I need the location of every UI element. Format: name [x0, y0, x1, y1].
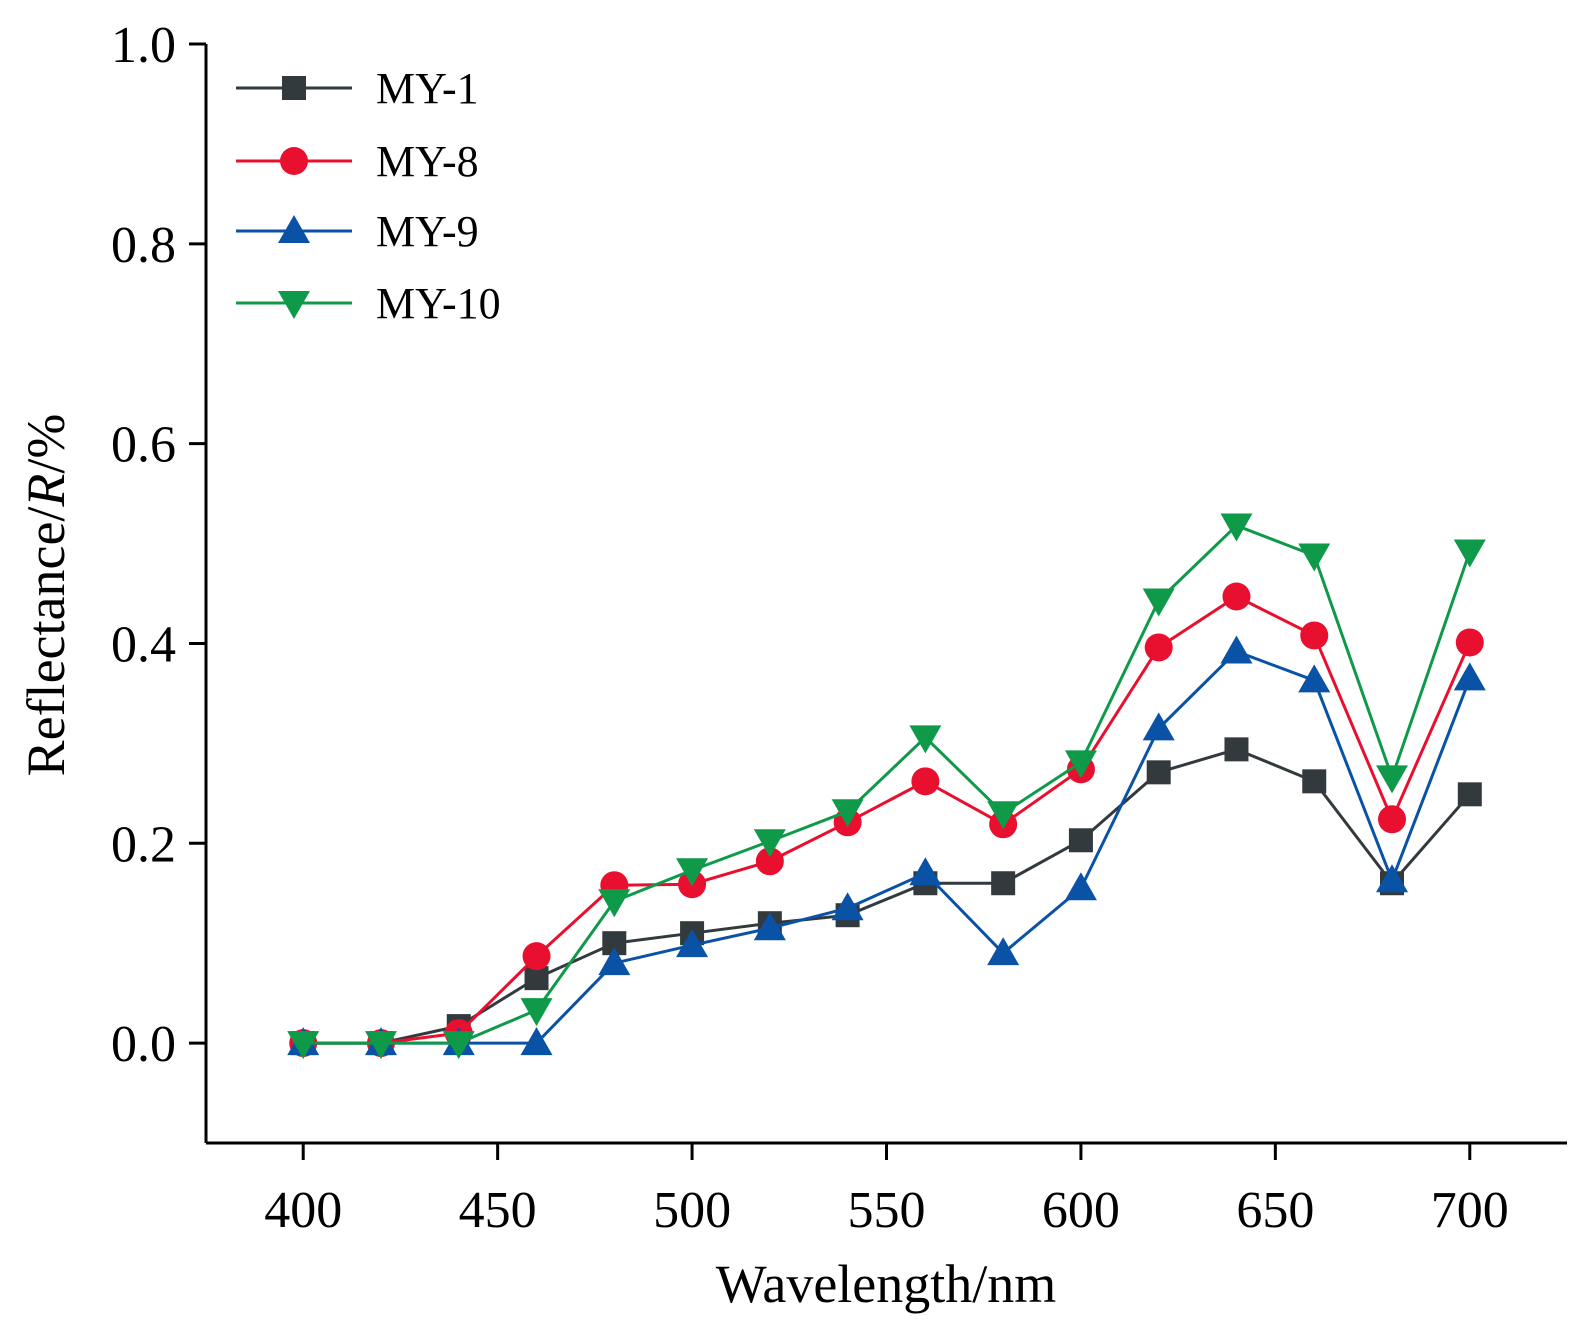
x-tick-label: 700	[1431, 1182, 1509, 1239]
data-point	[911, 767, 940, 796]
data-point	[909, 857, 942, 886]
legend-label: MY-9	[376, 207, 479, 256]
data-point	[1302, 769, 1327, 794]
y-ticks: 0.0 0.2 0.4 0.6 0.8 1.0	[111, 17, 206, 1073]
x-tick-label: 450	[459, 1182, 537, 1239]
x-tick-label: 500	[653, 1182, 731, 1239]
data-point	[987, 801, 1020, 830]
legend-item: MY-8	[236, 137, 479, 186]
y-axis-title: Reflectance/R/%	[16, 414, 76, 777]
legend-item: MY-9	[236, 207, 479, 256]
series-line	[303, 747, 1471, 1045]
data-point	[520, 1027, 553, 1056]
legend-label: MY-8	[376, 137, 479, 186]
data-point	[1144, 633, 1173, 662]
data-point	[1453, 539, 1486, 568]
data-point	[1222, 582, 1251, 611]
data-point	[1376, 864, 1409, 893]
legend-marker	[278, 215, 310, 243]
series-my-1	[291, 737, 1482, 1056]
legend: MY-1 MY-8 MY-9 MY-10	[236, 64, 501, 328]
y-axis-title-variable: R	[16, 474, 76, 508]
legend-marker	[278, 291, 310, 319]
data-point	[1142, 588, 1175, 617]
series-layer	[287, 513, 1486, 1060]
data-point	[987, 937, 1020, 966]
data-point	[1300, 621, 1329, 650]
data-point	[1378, 805, 1407, 834]
data-point	[1068, 828, 1093, 853]
data-point	[287, 1031, 320, 1060]
data-point	[364, 1031, 397, 1060]
series-line	[303, 594, 1472, 1045]
y-axis-title-prefix: Reflectance/	[16, 507, 76, 777]
data-point	[1224, 737, 1249, 762]
data-point	[1142, 712, 1175, 741]
x-tick-label: 400	[264, 1182, 342, 1239]
y-axis-title-suffix: /%	[16, 414, 76, 474]
series-line	[303, 524, 1472, 1045]
data-point	[753, 829, 786, 858]
data-point	[753, 912, 786, 941]
legend-label: MY-1	[376, 64, 479, 113]
x-tick-label: 550	[848, 1182, 926, 1239]
x-tick-label: 650	[1236, 1182, 1314, 1239]
y-tick-label: 0.8	[111, 217, 176, 274]
data-point	[1146, 760, 1171, 785]
data-point	[442, 1031, 475, 1060]
legend-item: MY-1	[236, 64, 479, 113]
data-point	[831, 892, 864, 921]
data-point	[831, 799, 864, 828]
data-point	[1220, 635, 1253, 664]
data-point	[598, 947, 631, 976]
data-point	[1064, 872, 1097, 901]
y-tick-label: 0.4	[111, 616, 176, 673]
x-axis-title: Wavelength/nm	[716, 1254, 1057, 1314]
data-point	[1064, 750, 1097, 779]
data-point	[1453, 662, 1486, 691]
y-tick-label: 1.0	[111, 17, 176, 74]
y-tick-label: 0.6	[111, 417, 176, 474]
series-my-8	[289, 582, 1484, 1058]
data-point	[991, 871, 1016, 896]
y-tick-label: 0.2	[111, 816, 176, 873]
series-my-9	[287, 635, 1486, 1056]
legend-marker	[282, 76, 306, 100]
data-point	[676, 858, 709, 887]
data-point	[1376, 765, 1409, 794]
data-point	[1220, 513, 1253, 542]
legend-marker	[280, 147, 308, 175]
data-point	[1298, 543, 1331, 572]
data-point	[1298, 664, 1331, 693]
legend-item: MY-10	[236, 279, 501, 328]
x-ticks: 400 450 500 550 600 650 700	[264, 1143, 1509, 1239]
x-tick-label: 600	[1042, 1182, 1120, 1239]
data-point	[909, 725, 942, 754]
data-point	[522, 942, 551, 971]
data-point	[598, 889, 631, 918]
data-point	[755, 847, 784, 876]
data-point	[676, 929, 709, 958]
series-my-10	[287, 513, 1486, 1060]
series-line	[303, 649, 1472, 1045]
legend-label: MY-10	[376, 279, 501, 328]
data-point	[1455, 628, 1484, 657]
data-point	[1457, 782, 1482, 807]
y-tick-label: 0.0	[111, 1016, 176, 1073]
data-point	[520, 998, 553, 1027]
